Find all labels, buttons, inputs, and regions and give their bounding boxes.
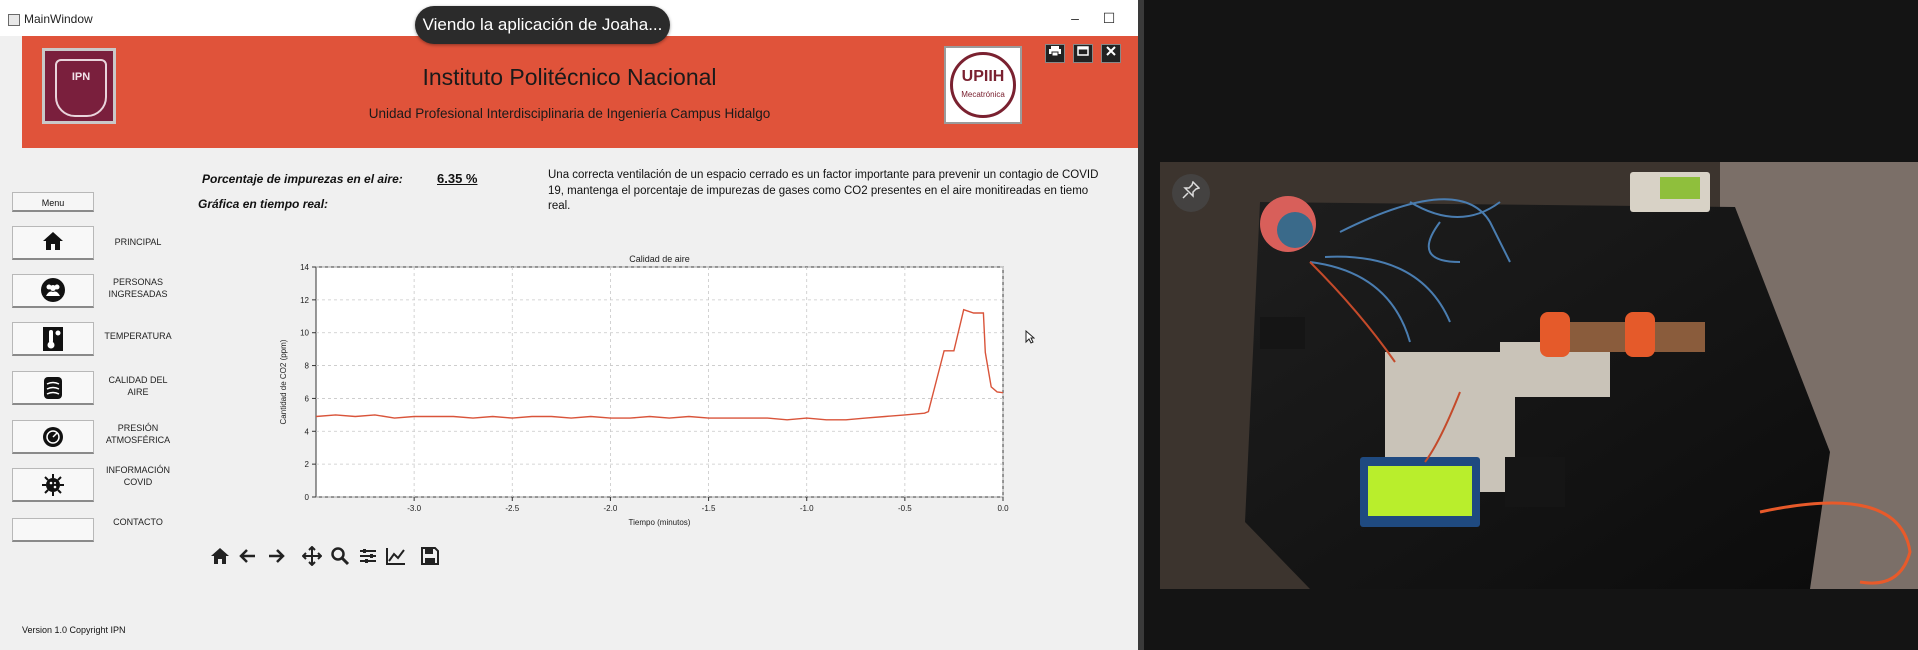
x-tick-label: -1.0 (800, 504, 814, 513)
x-tick-label: -1.5 (702, 504, 716, 513)
menu-button-contacto[interactable] (12, 518, 94, 542)
people-icon (41, 278, 65, 302)
version-footer: Version 1.0 Copyright IPN (22, 625, 126, 635)
ipn-logo: IPN (42, 48, 116, 124)
zoom-icon[interactable] (328, 546, 352, 570)
menu-button-presion[interactable] (12, 420, 94, 454)
close-icon[interactable] (1101, 44, 1121, 63)
y-tick-label: 12 (300, 296, 309, 305)
app-icon (8, 14, 20, 26)
print-icon[interactable] (1045, 44, 1065, 63)
menu-button-personas[interactable] (12, 274, 94, 308)
realtime-label: Gráfica en tiempo real: (198, 197, 329, 211)
thermometer-icon (40, 326, 66, 352)
impurity-value: 6.35 % (437, 171, 478, 186)
home-icon (40, 230, 66, 256)
x-axis-label: Tiempo (minutos) (629, 518, 691, 527)
y-tick-label: 2 (305, 460, 310, 469)
impurity-label: Porcentaje de impurezas en el aire: (202, 172, 403, 186)
x-tick-label: 0.0 (997, 504, 1009, 513)
maximize-button[interactable]: ☐ (1102, 10, 1116, 26)
upiih-logo: UPIIH Mecatrónica (944, 46, 1022, 124)
menu-header: Menu (12, 192, 94, 212)
air-quality-icon (40, 375, 66, 401)
menu-button-calidad[interactable] (12, 371, 94, 405)
ipn-seal-icon: IPN (55, 59, 107, 117)
pin-icon[interactable] (1172, 174, 1210, 212)
menu-button-covid[interactable] (12, 468, 94, 502)
back-icon[interactable] (236, 546, 260, 570)
minimize-button[interactable]: – (1071, 10, 1079, 26)
configure-icon[interactable] (356, 546, 380, 570)
unit-subtitle: Unidad Profesional Interdisciplinaria de… (368, 106, 771, 121)
chart-svg[interactable]: -3.0 -2.5 -2.0 -1.5 -1.0 -0.5 0.0 0 2 4 6 8 10 12 14 Ca… (270, 247, 1030, 537)
y-axis-label: Cantidad de CO2 (ppm) (279, 339, 288, 424)
virus-icon (40, 472, 66, 498)
x-tick-label: -2.5 (505, 504, 519, 513)
pan-icon[interactable] (300, 545, 324, 570)
save-icon[interactable] (418, 546, 442, 570)
panel-splitter[interactable] (1138, 0, 1144, 650)
y-tick-label: 10 (300, 329, 309, 338)
chart-title: Calidad de aire (629, 254, 690, 264)
y-tick-label: 4 (305, 427, 310, 436)
co2-series-line (315, 308, 1004, 421)
camera-video-feed (1160, 162, 1918, 589)
header-banner: IPN Instituto Politécnico Nacional Unida… (22, 36, 1138, 148)
menu-label-principal: PRINCIPAL (114, 237, 162, 247)
forward-icon[interactable] (264, 546, 288, 570)
mouse-cursor-icon (1025, 329, 1036, 347)
main-window: MainWindow – ☐ IPN Instituto Politécnico… (0, 0, 1138, 650)
edit-axis-icon[interactable] (384, 546, 408, 570)
air-quality-chart[interactable]: -3.0 -2.5 -2.0 -1.5 -1.0 -0.5 0.0 0 2 4 6 8 10 12 14 Ca… (270, 247, 1030, 542)
pressure-icon (40, 424, 66, 450)
plot-area (315, 266, 1004, 498)
screen-share-banner: Viendo la aplicación de Joaha... (415, 6, 670, 44)
menu-button-principal[interactable] (12, 226, 94, 260)
window-title: MainWindow (24, 12, 93, 26)
y-tick-label: 14 (300, 263, 309, 272)
menu-label-covid: INFORMACIÓN COVID (106, 465, 170, 487)
menu-button-temperatura[interactable] (12, 322, 94, 356)
x-tick-label: -0.5 (898, 504, 912, 513)
x-tick-label: -2.0 (604, 504, 618, 513)
x-tick-label: -3.0 (407, 504, 421, 513)
y-tick-label: 8 (305, 362, 310, 371)
home-icon[interactable] (208, 546, 232, 570)
ventilation-notice: Una correcta ventilación de un espacio c… (548, 169, 1099, 212)
menu-label-temperatura: TEMPERATURA (104, 331, 172, 341)
menu-label-calidad: CALIDAD DEL AIRE (108, 375, 168, 397)
menu-label-personas: PERSONAS INGRESADAS (108, 277, 168, 299)
maximize-icon[interactable] (1073, 44, 1093, 63)
y-tick-label: 6 (305, 394, 310, 403)
menu-label-presion: PRESIÓN ATMOSFÉRICA (105, 423, 171, 445)
institution-title: Instituto Politécnico Nacional (422, 64, 717, 90)
menu-label-contacto: CONTACTO (113, 517, 163, 527)
y-tick-label: 0 (305, 493, 310, 502)
hardware-prototype-image (1160, 162, 1918, 589)
